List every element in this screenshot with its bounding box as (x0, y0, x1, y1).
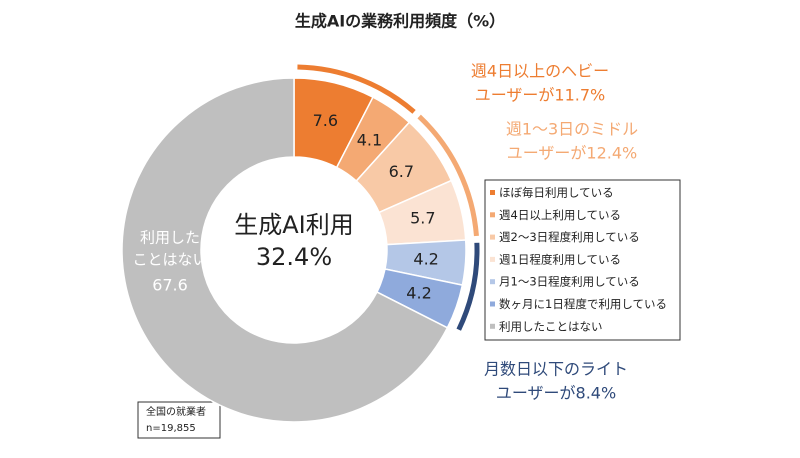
legend-swatch (490, 323, 495, 329)
segment-label: 利用した (140, 229, 200, 247)
bracket-arc (456, 242, 480, 331)
legend-label: 月1～3日程度利用している (499, 275, 640, 289)
note-box (137, 401, 221, 439)
chart-title: 生成AIの業務利用頻度（%） (295, 12, 505, 31)
data-label: 4.2 (406, 283, 431, 302)
legend-label: 数ヶ月に1日程度で利用している (499, 297, 667, 311)
legend-label: 週1日程度利用している (499, 252, 621, 266)
data-label: 7.6 (313, 111, 338, 130)
annotation: 週1～3日のミドル (506, 120, 638, 139)
annotation: 週4日以上のヘビー (471, 62, 609, 81)
data-label: 5.7 (410, 208, 435, 227)
legend-box (484, 179, 681, 341)
legend-swatch (490, 190, 495, 195)
legend-swatch (490, 212, 495, 218)
bracket-arc (297, 64, 416, 114)
legend-label: 利用したことはない (499, 319, 603, 333)
center-text: 32.4% (256, 243, 332, 271)
legend-swatch (490, 234, 495, 240)
data-label: 6.7 (389, 162, 414, 181)
legend-label: ほぼ毎日利用している (499, 186, 614, 200)
legend-label: 週4日以上利用している (499, 208, 621, 222)
legend-swatch (490, 256, 495, 262)
note-text: 全国の就業者 (146, 405, 206, 418)
center-text: 生成AI利用 (234, 211, 354, 239)
data-label: 67.6 (152, 276, 188, 295)
note-text: n=19,855 (146, 423, 196, 434)
bracket-arc (417, 114, 479, 237)
donut-segment (121, 77, 449, 423)
annotation: 月数日以下のライト (484, 360, 628, 379)
data-label: 4.1 (357, 131, 382, 150)
annotation: ユーザーが12.4% (507, 144, 638, 163)
legend-swatch (490, 301, 495, 307)
legend-swatch (490, 279, 495, 285)
legend-label: 週2～3日程度利用している (499, 230, 640, 244)
annotation: ユーザーが11.7% (475, 86, 606, 105)
segment-label: ことはない (132, 251, 207, 269)
annotation: ユーザーが8.4% (496, 384, 616, 403)
data-label: 4.2 (413, 249, 438, 268)
